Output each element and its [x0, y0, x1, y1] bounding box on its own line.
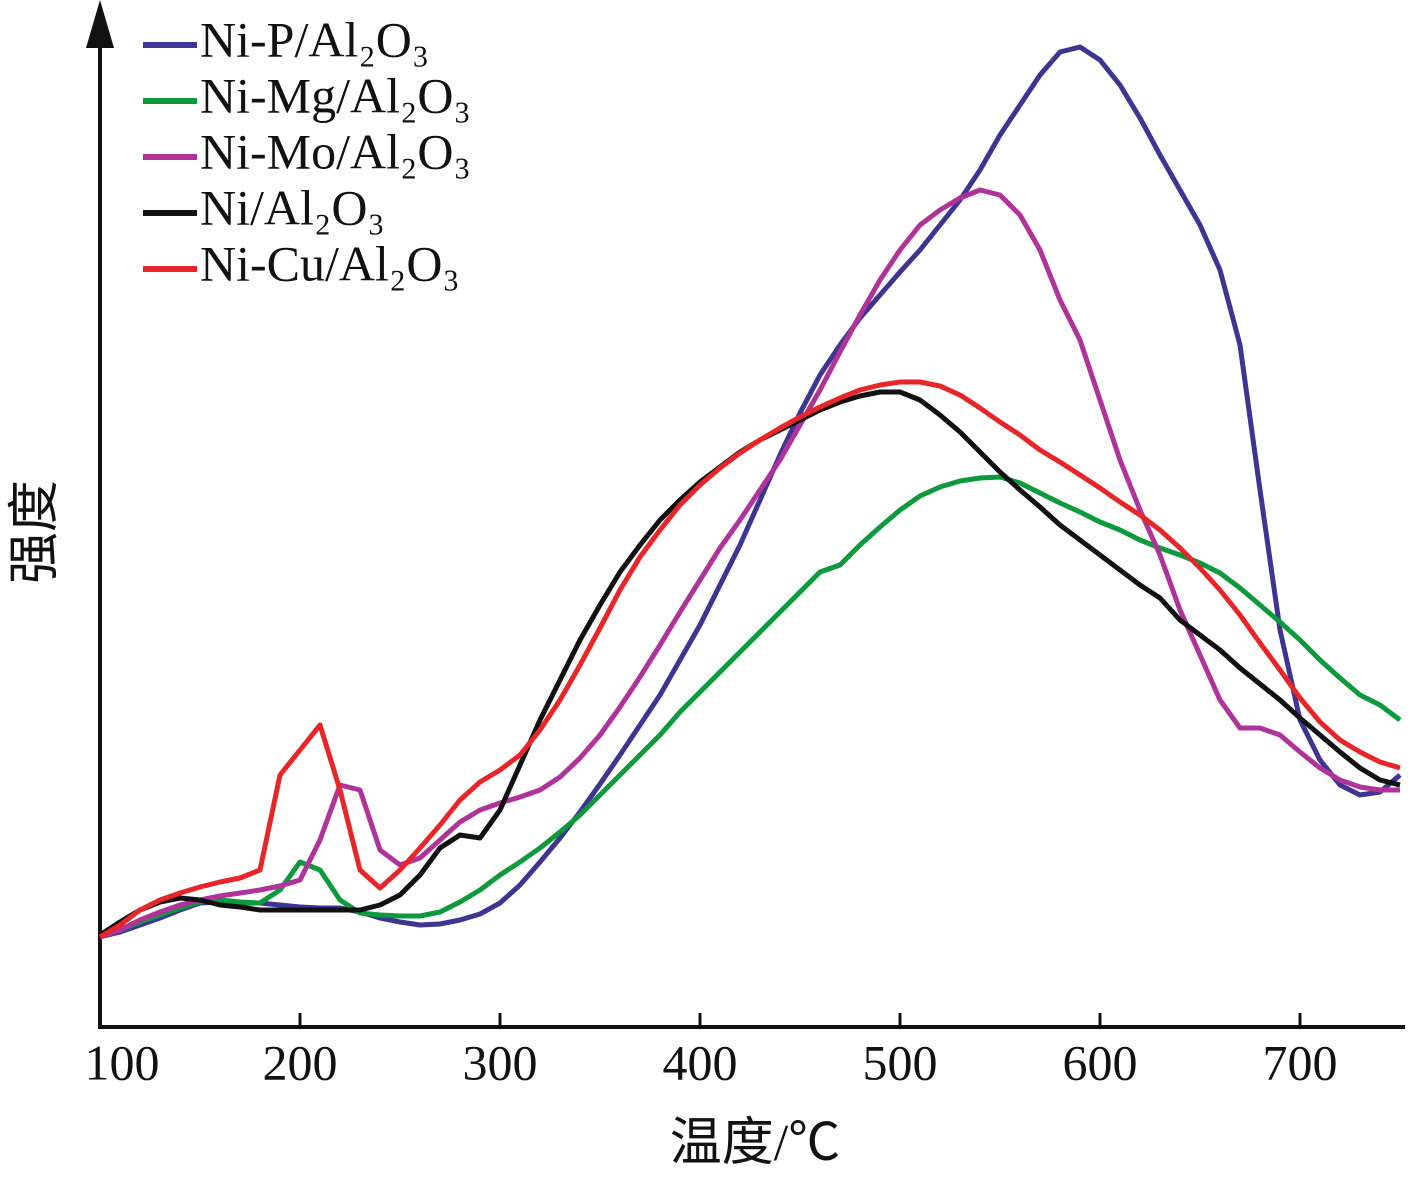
y-axis-title: 强度: [7, 480, 64, 584]
legend-label: Ni-Cu/Al₂O₃: [200, 235, 460, 291]
x-tick-label: 600: [1063, 1034, 1138, 1090]
x-tick-label: 400: [663, 1034, 738, 1090]
axes: [86, 0, 1405, 1029]
x-tick-label: 500: [863, 1034, 938, 1090]
legend-label: Ni/Al₂O₃: [200, 179, 385, 235]
series-line: [99, 187, 1400, 940]
x-tick-label: 300: [463, 1034, 538, 1090]
x-axis-title: 温度/℃: [670, 1115, 840, 1172]
y-axis-arrow: [86, 0, 114, 48]
x-tick-label: 100: [85, 1034, 160, 1090]
x-tick-label: 700: [1263, 1034, 1338, 1090]
series-line: [99, 474, 1402, 940]
series-line: [98, 379, 1401, 940]
x-tick-label: 200: [263, 1034, 338, 1090]
legend-label: Ni-Mg/Al₂O₃: [200, 67, 471, 123]
legend-label: Ni-Mo/Al₂O₃: [200, 123, 471, 179]
legend-label: Ni-P/Al₂O₃: [200, 11, 429, 67]
